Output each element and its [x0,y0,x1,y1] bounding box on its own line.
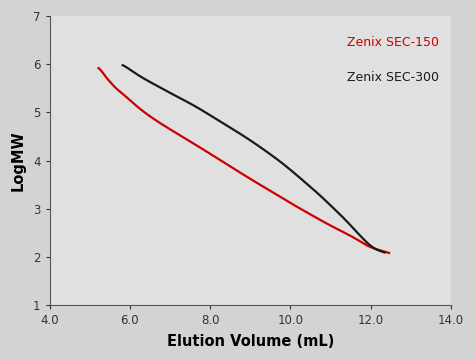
Text: Zenix SEC-300: Zenix SEC-300 [347,71,439,84]
Y-axis label: LogMW: LogMW [11,130,26,191]
Text: Zenix SEC-150: Zenix SEC-150 [347,36,439,49]
X-axis label: Elution Volume (mL): Elution Volume (mL) [167,334,334,349]
